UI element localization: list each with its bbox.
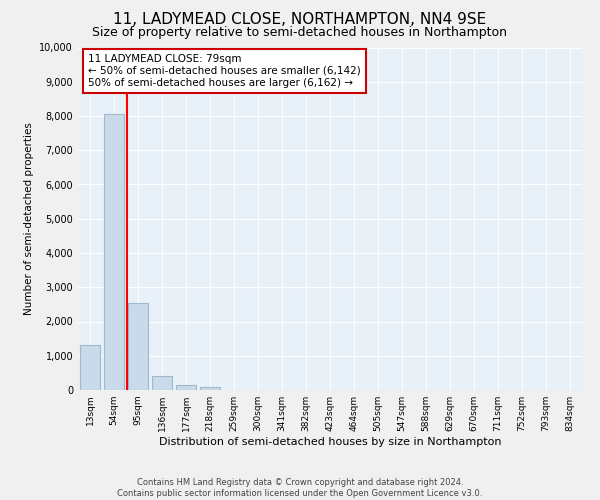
Bar xyxy=(176,384,196,390)
Y-axis label: Number of semi-detached properties: Number of semi-detached properties xyxy=(24,122,34,315)
Text: 11, LADYMEAD CLOSE, NORTHAMPTON, NN4 9SE: 11, LADYMEAD CLOSE, NORTHAMPTON, NN4 9SE xyxy=(113,12,487,28)
Bar xyxy=(200,386,220,390)
Bar xyxy=(152,376,172,390)
Bar xyxy=(128,302,148,390)
Text: Contains HM Land Registry data © Crown copyright and database right 2024.
Contai: Contains HM Land Registry data © Crown c… xyxy=(118,478,482,498)
Text: Size of property relative to semi-detached houses in Northampton: Size of property relative to semi-detach… xyxy=(92,26,508,39)
Text: 11 LADYMEAD CLOSE: 79sqm
← 50% of semi-detached houses are smaller (6,142)
50% o: 11 LADYMEAD CLOSE: 79sqm ← 50% of semi-d… xyxy=(88,54,361,88)
Bar xyxy=(80,346,100,390)
X-axis label: Distribution of semi-detached houses by size in Northampton: Distribution of semi-detached houses by … xyxy=(159,437,501,447)
Bar xyxy=(104,114,124,390)
